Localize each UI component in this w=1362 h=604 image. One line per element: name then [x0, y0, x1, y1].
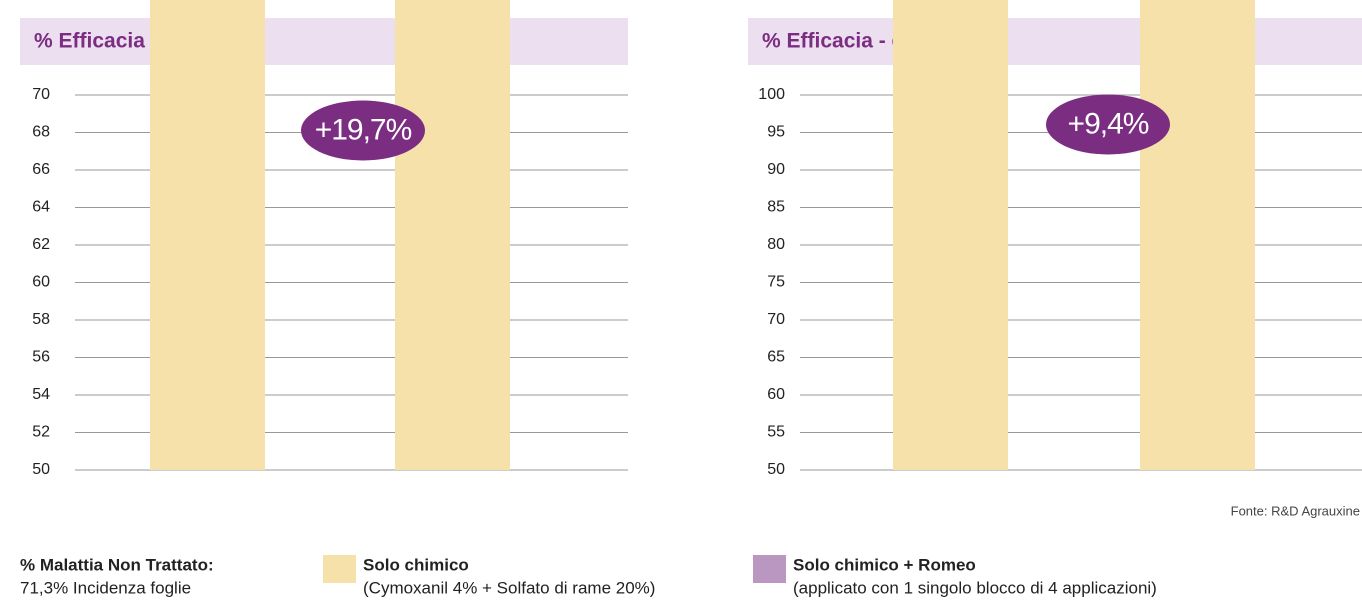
y-tick-label: 66 [32, 161, 50, 178]
y-tick-label: 100 [758, 86, 785, 103]
y-tick-label: 60 [32, 274, 50, 291]
legend-note: (Cymoxanil 4% + Solfato di rame 20%) [363, 578, 655, 597]
legend-label: Solo chimico + Romeo [793, 555, 976, 574]
y-tick-label: 56 [32, 349, 50, 366]
y-tick-label: 70 [32, 86, 50, 103]
title-banner [748, 18, 1362, 65]
y-tick-label: 68 [32, 124, 50, 141]
y-tick-label: 85 [767, 199, 785, 216]
bar: Solo chimico [1140, 0, 1255, 470]
annotation: +19,7% [315, 113, 412, 146]
y-tick-label: 90 [767, 161, 785, 178]
y-tick-label: 80 [767, 236, 785, 253]
legend-label: Solo chimico [363, 555, 469, 574]
bar: Solo chimico [893, 0, 1008, 470]
y-tick-label: 58 [32, 311, 50, 328]
legend-note: (applicato con 1 singolo blocco di 4 app… [793, 578, 1157, 597]
bar: Solo chimico [395, 0, 510, 470]
note: 71,3% Incidenza foglie [20, 578, 191, 597]
y-tick-label: 95 [767, 124, 785, 141]
source: Fonte: R&D Agrauxine [1231, 503, 1360, 518]
annotation: +9,4% [1068, 107, 1149, 140]
y-tick-label: 50 [767, 461, 785, 478]
note: % Malattia Non Trattato: [20, 555, 214, 574]
y-tick-label: 65 [767, 349, 785, 366]
legend-swatch [323, 555, 356, 583]
bar: Solo chimico [150, 0, 265, 470]
y-tick-label: 64 [32, 199, 50, 216]
title-banner [20, 18, 628, 65]
y-tick-label: 62 [32, 236, 50, 253]
y-tick-label: 75 [767, 274, 785, 291]
note: 96,5% Severità grappoli [20, 601, 201, 604]
y-tick-label: 60 [767, 386, 785, 403]
y-tick-label: 55 [767, 424, 785, 441]
annotation-bubble [301, 100, 425, 161]
y-tick-label: 54 [32, 386, 50, 403]
y-tick-label: 70 [767, 311, 785, 328]
annotation-bubble [1046, 94, 1170, 155]
legend-swatch [753, 555, 786, 583]
y-tick-label: 50 [32, 461, 50, 478]
y-tick-label: 52 [32, 424, 50, 441]
